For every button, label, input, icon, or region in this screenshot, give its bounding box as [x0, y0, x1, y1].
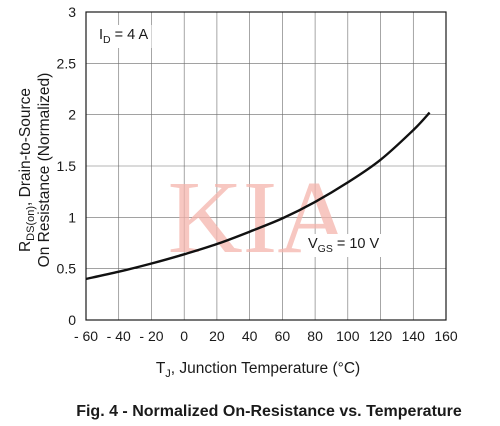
x-axis-label-main: T [156, 360, 166, 377]
x-tick-label: - 40 [107, 328, 131, 344]
y-tick-label: 0 [68, 312, 76, 328]
x-tick-label: 100 [336, 328, 360, 344]
x-axis-label-rest: , Junction Temperature (°C) [171, 360, 360, 377]
x-tick-label: 60 [275, 328, 291, 344]
grid [86, 12, 446, 320]
x-tick-label: 20 [209, 328, 225, 344]
vgs-annotation-box [305, 234, 383, 257]
id-annotation-text: ID = 4 A [99, 27, 148, 46]
id-annotation-main: I [99, 27, 103, 43]
x-tick-label: - 60 [74, 328, 98, 344]
id-annotation-box [96, 25, 152, 48]
x-tick-label: 40 [242, 328, 258, 344]
x-axis-label: TJ, Junction Temperature (°C) [156, 360, 360, 380]
x-axis-label-sub: J [165, 368, 171, 380]
y-axis-ticks: 0 0.5 1 1.5 2 2.5 3 [57, 4, 77, 328]
y-tick-label: 3 [68, 4, 76, 20]
y-axis-label-sub: DS(on) [25, 206, 37, 241]
y-axis-label: RDS(on), Drain-to-Source On Resistance (… [17, 73, 53, 268]
vgs-annotation-text: VGS = 10 V [308, 236, 380, 255]
y-axis-label-rest: , Drain-to-Source [17, 88, 34, 206]
x-tick-label: 120 [369, 328, 393, 344]
id-annotation-rest: = 4 A [111, 27, 149, 43]
y-tick-label: 2 [68, 107, 76, 123]
vgs-annotation: VGS = 10 V [305, 234, 383, 257]
y-axis-label-main: R [17, 241, 34, 252]
x-tick-label: 160 [434, 328, 458, 344]
vgs-annotation-sub: GS [318, 243, 333, 255]
series-line [85, 111, 431, 281]
y-axis-label-line1: RDS(on), Drain-to-Source [17, 88, 37, 252]
x-tick-label: 0 [180, 328, 188, 344]
x-tick-label: - 20 [139, 328, 163, 344]
y-axis-label-line2: On Resistance (Normalized) [36, 73, 53, 268]
y-tick-label: 1.5 [57, 158, 77, 174]
id-annotation-sub: D [103, 34, 111, 46]
figure-caption: Fig. 4 - Normalized On-Resistance vs. Te… [76, 403, 462, 420]
x-axis-ticks: - 60 - 40 - 20 0 20 40 60 80 100 120 140 160 [74, 328, 458, 344]
id-annotation: ID = 4 A [96, 25, 152, 48]
watermark-text: KIA [168, 160, 353, 275]
vgs-annotation-main: V [308, 236, 318, 252]
y-tick-label: 1 [68, 209, 76, 225]
y-tick-label: 0.5 [57, 261, 77, 277]
x-tick-label: 80 [307, 328, 323, 344]
x-tick-label: 140 [402, 328, 426, 344]
vgs-annotation-rest: = 10 V [333, 236, 380, 252]
plot-area [85, 11, 447, 321]
y-tick-label: 2.5 [57, 55, 77, 71]
